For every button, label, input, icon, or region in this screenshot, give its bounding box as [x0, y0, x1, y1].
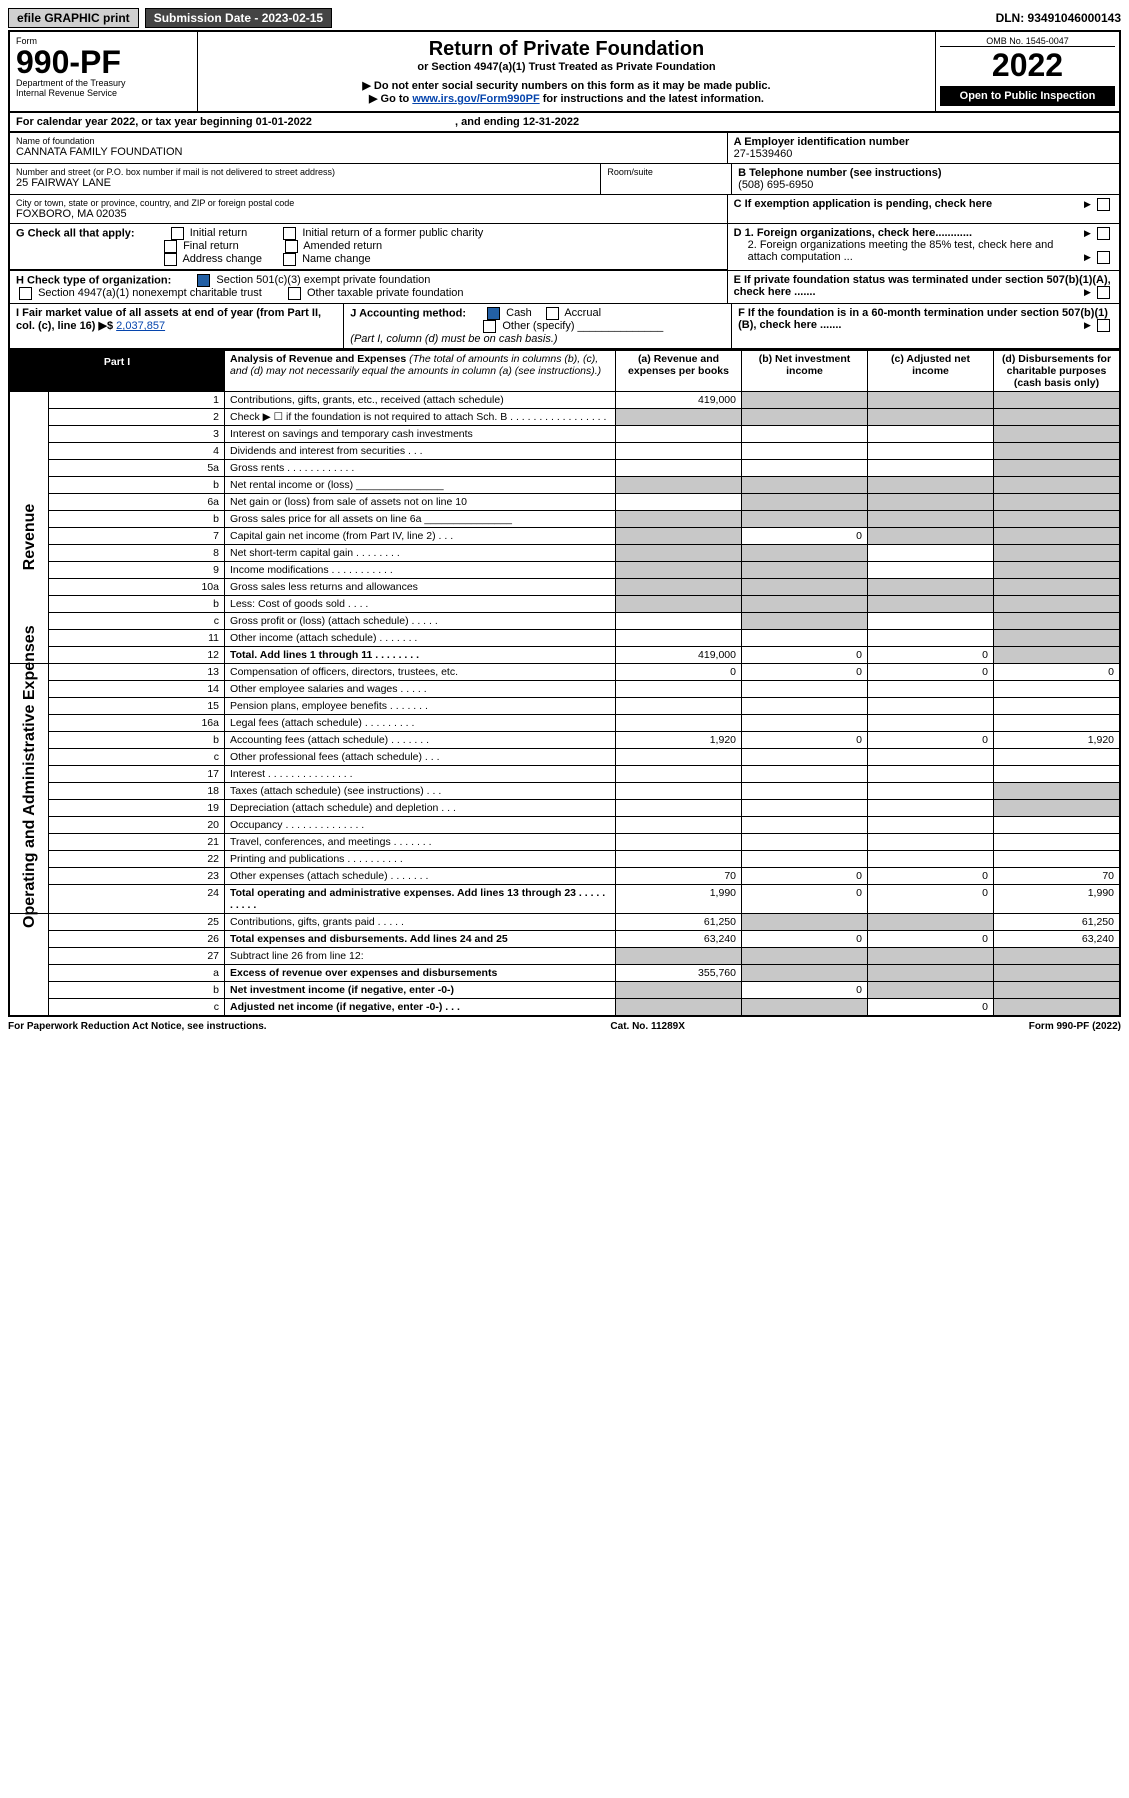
tax-year: 2022 [940, 47, 1115, 84]
submission-btn[interactable]: Submission Date - 2023-02-15 [145, 8, 332, 28]
g-final[interactable] [164, 240, 177, 253]
street-address: 25 FAIRWAY LANE [16, 177, 594, 189]
h-501c3[interactable] [197, 274, 210, 287]
city-state-zip: FOXBORO, MA 02035 [16, 208, 721, 220]
f-checkbox[interactable] [1097, 319, 1110, 332]
form-link[interactable]: www.irs.gov/Form990PF [412, 93, 539, 105]
addr-label: Number and street (or P.O. box number if… [16, 167, 594, 177]
city-label: City or town, state or province, country… [16, 198, 721, 208]
h-block: H Check type of organization: Section 50… [16, 274, 721, 300]
dept: Department of the Treasury [16, 78, 191, 88]
phone-label: B Telephone number (see instructions) [738, 167, 1113, 179]
header: Form 990-PF Department of the Treasury I… [8, 30, 1121, 113]
d2-checkbox[interactable] [1097, 251, 1110, 264]
g-name[interactable] [283, 253, 296, 266]
h-4947[interactable] [19, 287, 32, 300]
c-label: C If exemption application is pending, c… [734, 198, 993, 210]
g-block: G Check all that apply: Initial return I… [16, 227, 721, 266]
cat-no: Cat. No. 11289X [610, 1021, 684, 1032]
e-checkbox[interactable] [1097, 286, 1110, 299]
omb: OMB No. 1545-0047 [940, 36, 1115, 47]
j-block: J Accounting method: Cash Accrual Other … [350, 307, 725, 345]
irs: Internal Revenue Service [16, 88, 191, 98]
footer: For Paperwork Reduction Act Notice, see … [8, 1017, 1121, 1032]
phone: (508) 695-6950 [738, 179, 1113, 191]
g-initial[interactable] [171, 227, 184, 240]
e-block: E If private foundation status was termi… [734, 274, 1113, 298]
sub3: ▶ Go to www.irs.gov/Form990PF for instru… [204, 92, 929, 105]
name-label: Name of foundation [16, 136, 721, 146]
title: Return of Private Foundation [204, 38, 929, 61]
h-other-tax[interactable] [288, 287, 301, 300]
efile-btn[interactable]: efile GRAPHIC print [8, 8, 139, 28]
sub1: or Section 4947(a)(1) Trust Treated as P… [204, 61, 929, 73]
i-block: I Fair market value of all assets at end… [16, 307, 337, 332]
g-address[interactable] [164, 253, 177, 266]
ein: 27-1539460 [734, 148, 1113, 160]
expenses-label: Operating and Administrative Expenses [21, 668, 39, 928]
fmv-link[interactable]: 2,037,857 [116, 320, 165, 332]
paperwork-notice: For Paperwork Reduction Act Notice, see … [8, 1021, 267, 1032]
f-block: F If the foundation is in a 60-month ter… [738, 307, 1113, 331]
form-number: 990-PF [16, 46, 191, 78]
dln: DLN: 93491046000143 [996, 11, 1121, 25]
j-accrual[interactable] [546, 307, 559, 320]
top-bar: efile GRAPHIC print Submission Date - 20… [8, 8, 1121, 28]
id-block: Name of foundation CANNATA FAMILY FOUNDA… [8, 133, 1121, 350]
room-label: Room/suite [607, 167, 725, 177]
col-b: (b) Net investment income [742, 351, 868, 392]
d1: D 1. Foreign organizations, check here..… [734, 227, 1113, 239]
ein-label: A Employer identification number [734, 136, 1113, 148]
g-initial-former[interactable] [283, 227, 296, 240]
sub2: ▶ Do not enter social security numbers o… [204, 79, 929, 92]
d2: 2. Foreign organizations meeting the 85%… [734, 239, 1113, 263]
j-other[interactable] [483, 320, 496, 333]
open-inspection: Open to Public Inspection [940, 86, 1115, 106]
form-ref: Form 990-PF (2022) [1029, 1021, 1121, 1032]
col-d: (d) Disbursements for charitable purpose… [994, 351, 1121, 392]
foundation-name: CANNATA FAMILY FOUNDATION [16, 146, 721, 158]
revenue-label: Revenue [21, 487, 39, 587]
d1-checkbox[interactable] [1097, 227, 1110, 240]
c-checkbox[interactable] [1097, 198, 1110, 211]
col-a: (a) Revenue and expenses per books [616, 351, 742, 392]
g-amended[interactable] [285, 240, 298, 253]
calendar-year: For calendar year 2022, or tax year begi… [8, 113, 1121, 133]
col-c: (c) Adjusted net income [868, 351, 994, 392]
part1-table: Part I Analysis of Revenue and Expenses … [8, 350, 1121, 1017]
j-cash[interactable] [487, 307, 500, 320]
part1-label: Part I [96, 353, 138, 371]
